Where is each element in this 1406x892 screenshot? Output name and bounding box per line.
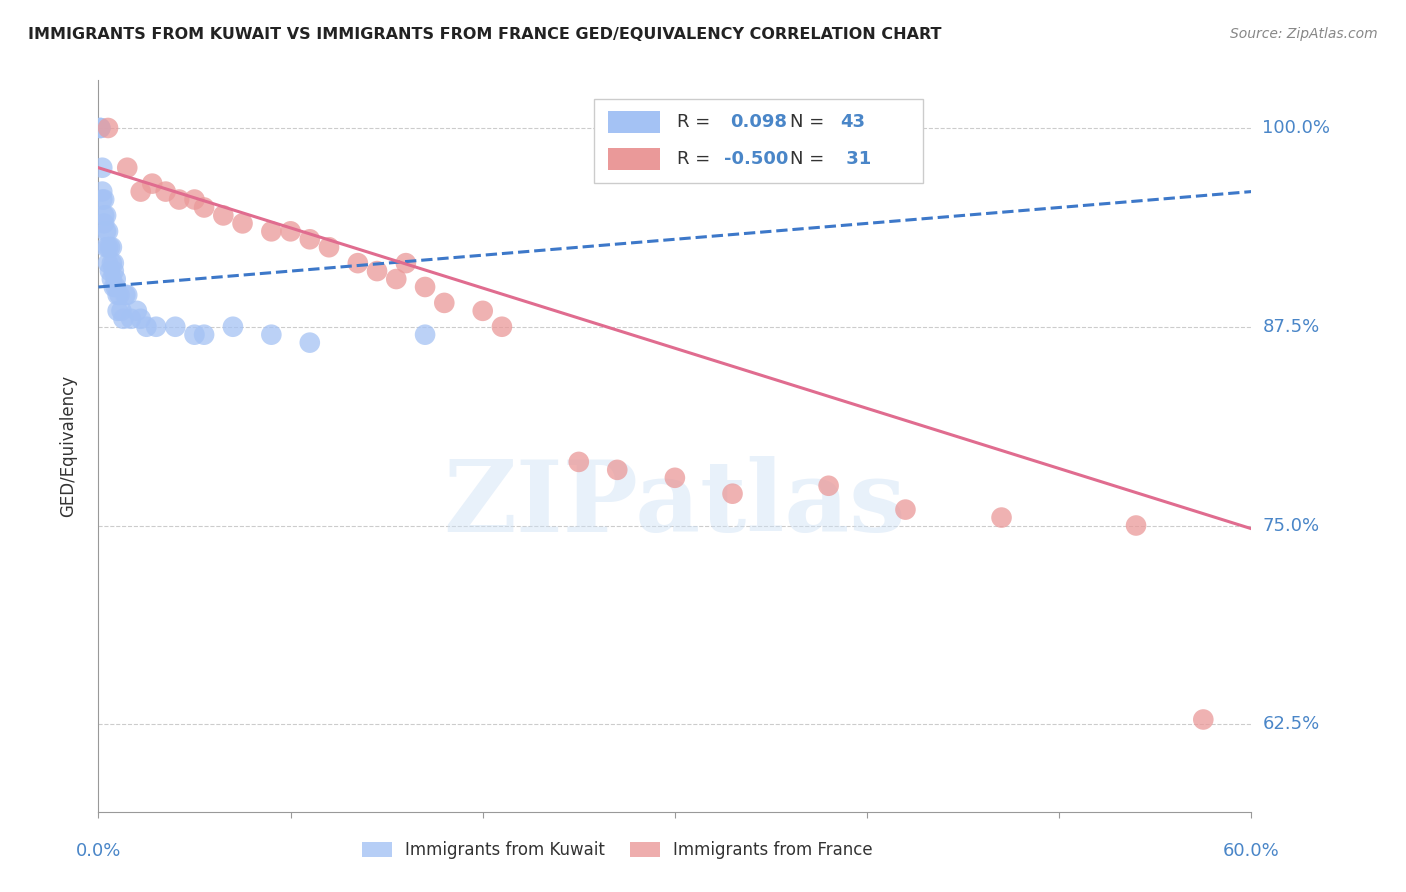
Point — [318, 240, 340, 254]
Point — [117, 288, 139, 302]
Point — [280, 224, 302, 238]
Point — [104, 280, 127, 294]
Point — [97, 240, 120, 254]
FancyBboxPatch shape — [595, 99, 922, 183]
Point — [103, 264, 125, 278]
Point — [193, 201, 215, 215]
Point — [260, 224, 283, 238]
Point — [97, 224, 120, 238]
Point — [606, 463, 628, 477]
Point — [385, 272, 408, 286]
Point — [112, 311, 135, 326]
Point — [817, 479, 839, 493]
Point — [107, 288, 129, 302]
Point — [212, 209, 235, 223]
Point — [101, 272, 124, 286]
Point — [395, 256, 418, 270]
Point — [97, 256, 120, 270]
Text: ZIPatlas: ZIPatlas — [444, 456, 905, 553]
Point — [98, 240, 121, 254]
Text: 0.098: 0.098 — [730, 113, 787, 131]
Point — [366, 264, 388, 278]
Text: 31: 31 — [839, 150, 870, 169]
Point — [1125, 518, 1147, 533]
Text: 62.5%: 62.5% — [1263, 715, 1320, 733]
Text: 87.5%: 87.5% — [1263, 318, 1320, 335]
Point — [103, 256, 125, 270]
Text: -0.500: -0.500 — [724, 150, 789, 169]
Point — [91, 193, 114, 207]
Point — [93, 193, 115, 207]
Point — [93, 209, 115, 223]
Text: 60.0%: 60.0% — [1223, 842, 1279, 860]
Point — [990, 510, 1012, 524]
Point — [193, 327, 215, 342]
Point — [260, 327, 283, 342]
Point — [568, 455, 591, 469]
Point — [93, 216, 115, 230]
Point — [103, 280, 125, 294]
Point — [108, 288, 131, 302]
Point — [94, 209, 117, 223]
Point — [101, 256, 124, 270]
Text: R =: R = — [678, 150, 716, 169]
Point — [98, 264, 121, 278]
Text: 0.0%: 0.0% — [76, 842, 121, 860]
Point — [117, 161, 139, 175]
Point — [433, 296, 456, 310]
Point — [347, 256, 370, 270]
Point — [107, 303, 129, 318]
Point — [664, 471, 686, 485]
Point — [183, 193, 205, 207]
Point — [129, 311, 152, 326]
Text: R =: R = — [678, 113, 716, 131]
Text: N =: N = — [790, 150, 830, 169]
Point — [94, 240, 117, 254]
Text: 75.0%: 75.0% — [1263, 516, 1320, 534]
Text: Source: ZipAtlas.com: Source: ZipAtlas.com — [1230, 27, 1378, 41]
Text: IMMIGRANTS FROM KUWAIT VS IMMIGRANTS FROM FRANCE GED/EQUIVALENCY CORRELATION CHA: IMMIGRANTS FROM KUWAIT VS IMMIGRANTS FRO… — [28, 27, 942, 42]
Point — [135, 319, 157, 334]
Point — [125, 303, 148, 318]
Point — [165, 319, 187, 334]
Point — [91, 185, 114, 199]
Text: N =: N = — [790, 113, 830, 131]
Point — [101, 240, 124, 254]
Point — [167, 193, 190, 207]
Point — [721, 486, 744, 500]
Legend: Immigrants from Kuwait, Immigrants from France: Immigrants from Kuwait, Immigrants from … — [354, 834, 880, 865]
Point — [183, 327, 205, 342]
Point — [97, 120, 120, 135]
Point — [129, 185, 152, 199]
Point — [222, 319, 245, 334]
Point — [91, 161, 114, 175]
Point — [94, 224, 117, 238]
Point — [894, 502, 917, 516]
Point — [491, 319, 513, 334]
Point — [110, 303, 132, 318]
Point — [120, 311, 142, 326]
Point — [89, 120, 111, 135]
Text: 100.0%: 100.0% — [1263, 119, 1330, 137]
Point — [413, 327, 436, 342]
Point — [231, 216, 254, 230]
Text: 43: 43 — [839, 113, 865, 131]
Point — [413, 280, 436, 294]
Point — [298, 232, 321, 246]
Point — [89, 120, 111, 135]
Bar — [607, 148, 659, 170]
Bar — [607, 111, 659, 133]
Y-axis label: GED/Equivalency: GED/Equivalency — [59, 375, 77, 517]
Point — [1192, 713, 1215, 727]
Point — [471, 303, 494, 318]
Point — [141, 177, 163, 191]
Point — [155, 185, 177, 199]
Point — [145, 319, 167, 334]
Point — [114, 288, 136, 302]
Point — [104, 272, 127, 286]
Point — [298, 335, 321, 350]
